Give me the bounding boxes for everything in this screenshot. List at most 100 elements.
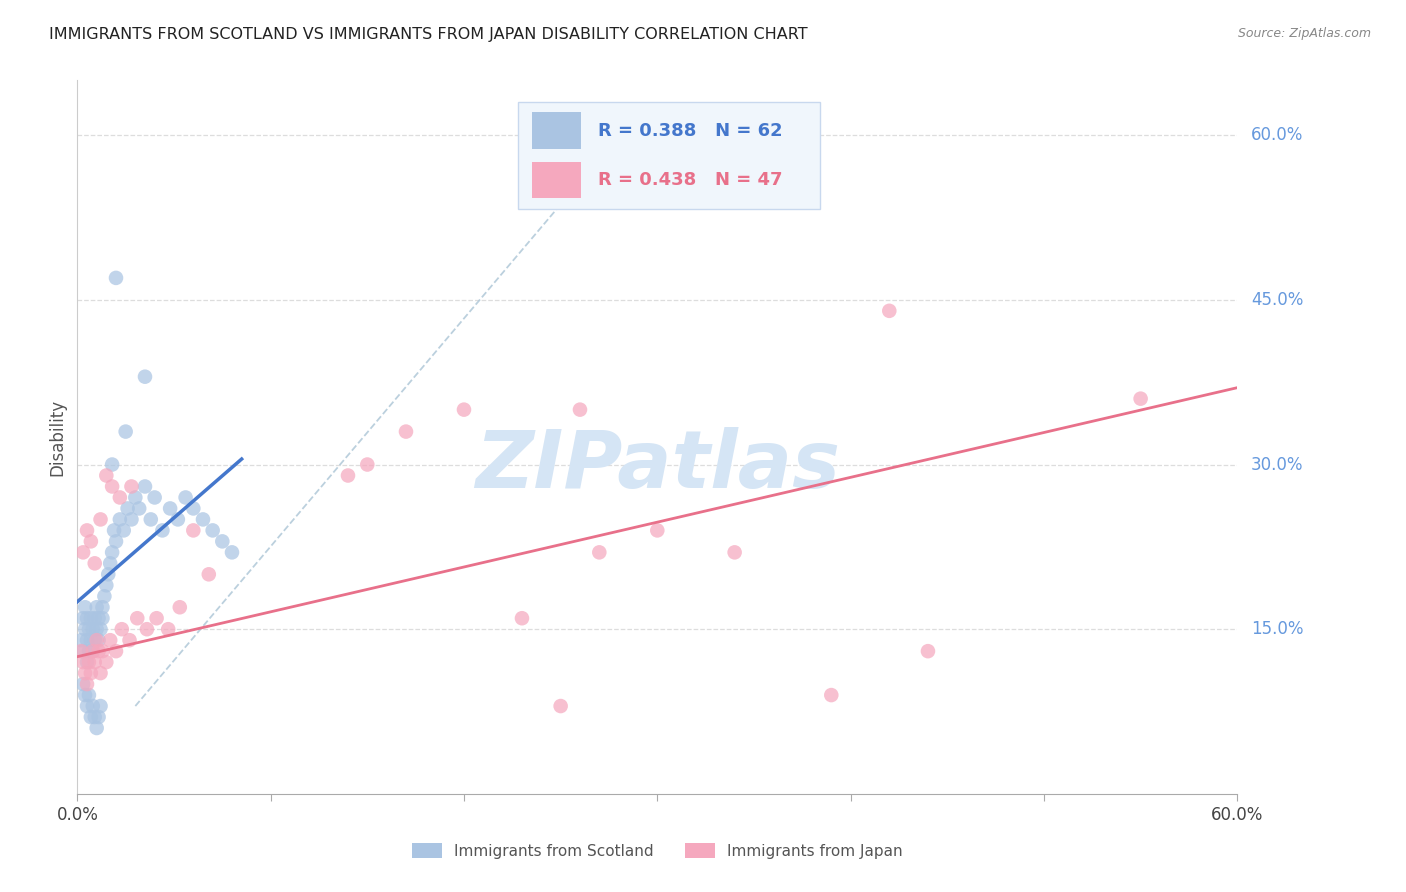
FancyBboxPatch shape [531, 112, 581, 149]
Text: 60.0%: 60.0% [1251, 126, 1303, 145]
Point [356, 458, 378, 472]
Point [917, 644, 939, 658]
Point [105, 271, 127, 285]
Point [101, 479, 124, 493]
Point [80, 633, 103, 648]
Text: ZIPatlas: ZIPatlas [475, 426, 839, 505]
Point [83, 557, 105, 571]
Point [87, 710, 110, 724]
Text: 15.0%: 15.0% [1251, 620, 1303, 638]
Point [134, 479, 156, 493]
Point [108, 491, 131, 505]
Point [453, 402, 475, 417]
Point [82, 622, 104, 636]
Point [101, 458, 124, 472]
Point [105, 534, 127, 549]
Text: R = 0.438   N = 47: R = 0.438 N = 47 [598, 171, 783, 189]
Point [152, 524, 174, 538]
Point [75, 666, 96, 681]
Point [72, 644, 94, 658]
Point [93, 589, 115, 603]
Point [72, 545, 94, 559]
Text: IMMIGRANTS FROM SCOTLAND VS IMMIGRANTS FROM JAPAN DISABILITY CORRELATION CHART: IMMIGRANTS FROM SCOTLAND VS IMMIGRANTS F… [49, 27, 808, 42]
Point [87, 611, 110, 625]
Point [90, 699, 111, 714]
Point [82, 644, 104, 658]
Text: Source: ZipAtlas.com: Source: ZipAtlas.com [1237, 27, 1371, 40]
Text: 30.0%: 30.0% [1251, 456, 1303, 474]
Point [90, 666, 111, 681]
Point [76, 699, 98, 714]
Text: R = 0.388   N = 62: R = 0.388 N = 62 [598, 121, 783, 139]
Point [159, 501, 181, 516]
Point [112, 524, 135, 538]
Point [75, 600, 96, 615]
Point [90, 512, 111, 526]
Point [183, 501, 205, 516]
Point [647, 524, 669, 538]
Point [143, 491, 166, 505]
Point [80, 666, 103, 681]
Point [76, 633, 98, 648]
Point [166, 512, 188, 526]
Point [114, 425, 136, 439]
Point [128, 501, 150, 516]
Point [98, 633, 121, 648]
Point [724, 545, 747, 559]
Point [75, 688, 96, 702]
Point [70, 644, 93, 658]
Point [121, 479, 143, 493]
Point [118, 633, 141, 648]
Point [134, 369, 156, 384]
Point [77, 655, 100, 669]
Point [83, 611, 105, 625]
Point [191, 512, 214, 526]
Point [337, 468, 360, 483]
Point [588, 545, 610, 559]
Point [117, 501, 139, 516]
Point [76, 524, 98, 538]
Point [80, 611, 103, 625]
Point [76, 611, 98, 625]
Point [86, 633, 108, 648]
Point [70, 633, 93, 648]
Point [96, 578, 118, 592]
Point [76, 677, 98, 691]
Point [77, 622, 100, 636]
Point [98, 557, 121, 571]
Point [139, 512, 162, 526]
Point [91, 611, 114, 625]
Point [124, 491, 146, 505]
Point [111, 622, 134, 636]
Point [103, 524, 125, 538]
Point [569, 402, 592, 417]
Point [136, 622, 159, 636]
Point [97, 567, 120, 582]
Point [108, 512, 131, 526]
Point [83, 633, 105, 648]
Point [75, 622, 96, 636]
Point [157, 622, 180, 636]
FancyBboxPatch shape [517, 102, 820, 209]
Point [80, 534, 103, 549]
Point [96, 468, 118, 483]
Point [82, 644, 104, 658]
Y-axis label: Disability: Disability [48, 399, 66, 475]
Point [510, 611, 533, 625]
Point [221, 545, 243, 559]
Point [121, 512, 143, 526]
Point [877, 303, 901, 318]
Point [145, 611, 167, 625]
Point [91, 644, 114, 658]
Point [169, 600, 191, 615]
Point [87, 633, 110, 648]
Point [1129, 392, 1152, 406]
Point [72, 611, 94, 625]
Point [83, 710, 105, 724]
Point [183, 524, 205, 538]
Point [550, 699, 572, 714]
Point [80, 710, 103, 724]
Point [83, 655, 105, 669]
Point [101, 545, 124, 559]
Point [86, 600, 108, 615]
